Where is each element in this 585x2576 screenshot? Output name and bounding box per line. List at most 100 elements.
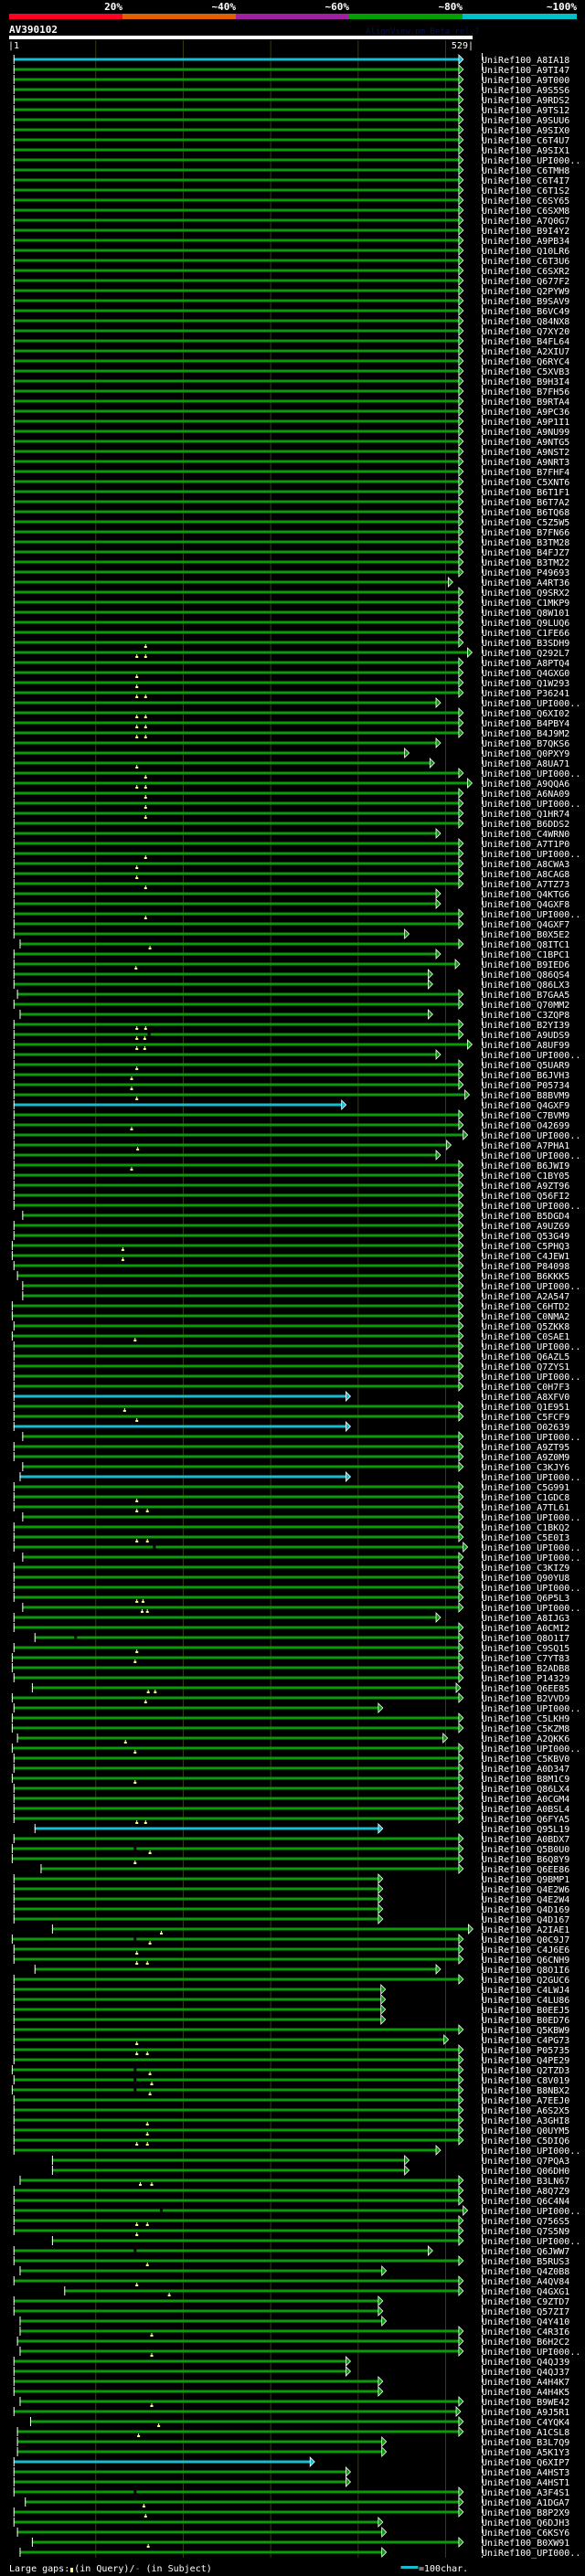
- hit-label[interactable]: UniRef100_A9UZ69: [482, 1222, 569, 1232]
- hit-label[interactable]: UniRef100_B6TQ68: [482, 508, 569, 518]
- hit-label[interactable]: UniRef100_Q8O1I6: [482, 1966, 569, 1976]
- hit-label[interactable]: UniRef100_C4J6E6: [482, 1945, 569, 1956]
- hit-label[interactable]: UniRef100_B6T1F1: [482, 488, 569, 498]
- hit-label[interactable]: UniRef100_A8PTQ4: [482, 659, 569, 669]
- hit-label[interactable]: UniRef100_Q6FYA5: [482, 1815, 569, 1825]
- hit-label[interactable]: UniRef100_C9ZTD7: [482, 2297, 569, 2307]
- hit-label[interactable]: UniRef100_C3ZQP8: [482, 1011, 569, 1021]
- hit-label[interactable]: UniRef100_A9SIX0: [482, 126, 569, 136]
- hit-label[interactable]: UniRef100_C5PHQ3: [482, 1242, 569, 1252]
- hit-label[interactable]: UniRef100_A9NRT3: [482, 458, 569, 468]
- hit-label[interactable]: UniRef100_A9SUU6: [482, 116, 569, 126]
- hit-label[interactable]: UniRef100_A9S5S6: [482, 86, 569, 96]
- hit-label[interactable]: UniRef100_B6Q8Y9: [482, 1855, 569, 1865]
- hit-label[interactable]: UniRef100_P36241: [482, 689, 569, 699]
- hit-label[interactable]: UniRef100_UPI000..: [482, 800, 580, 810]
- hit-label[interactable]: UniRef100_Q4PE29: [482, 2056, 569, 2066]
- hit-label[interactable]: UniRef100_A4HST1: [482, 2478, 569, 2488]
- hit-label[interactable]: UniRef100_B7FN66: [482, 528, 569, 538]
- hit-label[interactable]: UniRef100_A8IA18: [482, 56, 569, 66]
- hit-label[interactable]: UniRef100_Q86QS4: [482, 970, 569, 981]
- hit-label[interactable]: UniRef100_C4YQK4: [482, 2418, 569, 2428]
- hit-label[interactable]: UniRef100_Q4E2W6: [482, 1885, 569, 1895]
- hit-label[interactable]: UniRef100_A6NA09: [482, 790, 569, 800]
- hit-label[interactable]: UniRef100_Q6DJH3: [482, 2518, 569, 2528]
- hit-label[interactable]: UniRef100_A4HST3: [482, 2468, 569, 2478]
- hit-label[interactable]: UniRef100_A2XIU7: [482, 347, 569, 357]
- hit-label[interactable]: UniRef100_A6S2X5: [482, 2106, 569, 2116]
- hit-label[interactable]: UniRef100_Q9BMP1: [482, 1875, 569, 1885]
- hit-label[interactable]: UniRef100_B6KKK5: [482, 1272, 569, 1282]
- hit-label[interactable]: UniRef100_C4LU86: [482, 1996, 569, 2006]
- hit-label[interactable]: UniRef100_B6VC49: [482, 307, 569, 317]
- hit-label[interactable]: UniRef100_Q70MM2: [482, 1001, 569, 1011]
- hit-label[interactable]: UniRef100_A0BSL4: [482, 1805, 569, 1815]
- hit-label[interactable]: UniRef100_Q8ITC1: [482, 940, 569, 950]
- hit-label[interactable]: UniRef100_A3GHI8: [482, 2116, 569, 2126]
- hit-label[interactable]: UniRef100_A9NST2: [482, 448, 569, 458]
- hit-label[interactable]: UniRef100_Q7ZYS1: [482, 1362, 569, 1373]
- hit-label[interactable]: UniRef100_A8XFV0: [482, 1393, 569, 1403]
- hit-label[interactable]: UniRef100_B2ADB8: [482, 1664, 569, 1674]
- hit-label[interactable]: UniRef100_B0ED76: [482, 2016, 569, 2026]
- hit-label[interactable]: UniRef100_Q0C9J7: [482, 1935, 569, 1945]
- hit-label[interactable]: UniRef100_Q9SRX2: [482, 588, 569, 599]
- hit-label[interactable]: UniRef100_B3TM28: [482, 538, 569, 548]
- hit-label[interactable]: UniRef100_UPI000..: [482, 1202, 580, 1212]
- hit-label[interactable]: UniRef100_B8BVM9: [482, 1091, 569, 1101]
- hit-label[interactable]: UniRef100_C6SXM8: [482, 207, 569, 217]
- hit-label[interactable]: UniRef100_Q8W101: [482, 609, 569, 619]
- hit-label[interactable]: UniRef100_C5LKH9: [482, 1714, 569, 1724]
- hit-label[interactable]: UniRef100_C7BVM9: [482, 1111, 569, 1121]
- hit-label[interactable]: UniRef100_A9P1I1: [482, 418, 569, 428]
- hit-label[interactable]: UniRef100_C6SXR2: [482, 267, 569, 277]
- hit-label[interactable]: UniRef100_Q7PQA3: [482, 2157, 569, 2167]
- hit-label[interactable]: UniRef100_Q6C4N4: [482, 2197, 569, 2207]
- hit-label[interactable]: UniRef100_UPI000..: [482, 699, 580, 709]
- hit-label[interactable]: UniRef100_C6TMH8: [482, 166, 569, 176]
- hit-label[interactable]: UniRef100_A2IAE1: [482, 1925, 569, 1935]
- hit-label[interactable]: UniRef100_B9H3I4: [482, 377, 569, 387]
- hit-label[interactable]: UniRef100_UPI000..: [482, 2207, 580, 2217]
- hit-label[interactable]: UniRef100_B0EEJ5: [482, 2006, 569, 2016]
- hit-label[interactable]: UniRef100_Q90YU8: [482, 1574, 569, 1584]
- hit-label[interactable]: UniRef100_A9RDS2: [482, 96, 569, 106]
- hit-label[interactable]: UniRef100_C6T4I7: [482, 176, 569, 186]
- hit-label[interactable]: UniRef100_Q06DH0: [482, 2167, 569, 2177]
- hit-label[interactable]: UniRef100_B3LN67: [482, 2177, 569, 2187]
- hit-label[interactable]: UniRef100_UPI000..: [482, 1282, 580, 1292]
- hit-label[interactable]: UniRef100_P14329: [482, 1674, 569, 1684]
- hit-label[interactable]: UniRef100_Q9LUQ6: [482, 619, 569, 629]
- hit-label[interactable]: UniRef100_Q5KBW9: [482, 2026, 569, 2036]
- hit-label[interactable]: UniRef100_C3KIZ9: [482, 1564, 569, 1574]
- hit-label[interactable]: UniRef100_A9PB34: [482, 237, 569, 247]
- hit-label[interactable]: UniRef100_UPI000..: [482, 1373, 580, 1383]
- hit-label[interactable]: UniRef100_Q86LX3: [482, 981, 569, 991]
- hit-label[interactable]: UniRef100_B9I4Y2: [482, 227, 569, 237]
- hit-label[interactable]: UniRef100_UPI000..: [482, 769, 580, 779]
- hit-label[interactable]: UniRef100_Q6XI02: [482, 709, 569, 719]
- hit-label[interactable]: UniRef100_C5E0I3: [482, 1533, 569, 1543]
- hit-label[interactable]: UniRef100_UPI000..: [482, 2549, 580, 2559]
- hit-label[interactable]: UniRef100_Q2TZD3: [482, 2066, 569, 2076]
- hit-label[interactable]: UniRef100_Q1W293: [482, 679, 569, 689]
- hit-label[interactable]: UniRef100_A4QV84: [482, 2277, 569, 2287]
- hit-label[interactable]: UniRef100_A9Z0M9: [482, 1453, 569, 1463]
- hit-label[interactable]: UniRef100_UPI000..: [482, 1151, 580, 1161]
- hit-label[interactable]: UniRef100_UPI000..: [482, 1604, 580, 1614]
- hit-label[interactable]: UniRef100_A0CGM4: [482, 1795, 569, 1805]
- hit-label[interactable]: UniRef100_C1BKQ2: [482, 1523, 569, 1533]
- hit-label[interactable]: UniRef100_P05735: [482, 2046, 569, 2056]
- hit-label[interactable]: UniRef100_Q1E951: [482, 1403, 569, 1413]
- hit-label[interactable]: UniRef100_C1MKP9: [482, 599, 569, 609]
- hit-label[interactable]: UniRef100_A0BDX7: [482, 1835, 569, 1845]
- hit-label[interactable]: UniRef100_Q2GUC6: [482, 1976, 569, 1986]
- hit-label[interactable]: UniRef100_B8NBX2: [482, 2086, 569, 2096]
- hit-label[interactable]: UniRef100_Q6P5L3: [482, 1594, 569, 1604]
- hit-label[interactable]: UniRef100_C4WRN0: [482, 830, 569, 840]
- hit-label[interactable]: UniRef100_UPI000..: [482, 1342, 580, 1352]
- hit-label[interactable]: UniRef100_B7QKS6: [482, 739, 569, 749]
- hit-label[interactable]: UniRef100_C4JEW1: [482, 1252, 569, 1262]
- hit-label[interactable]: UniRef100_A2A547: [482, 1292, 569, 1302]
- hit-label[interactable]: UniRef100_A7EEJ0: [482, 2096, 569, 2106]
